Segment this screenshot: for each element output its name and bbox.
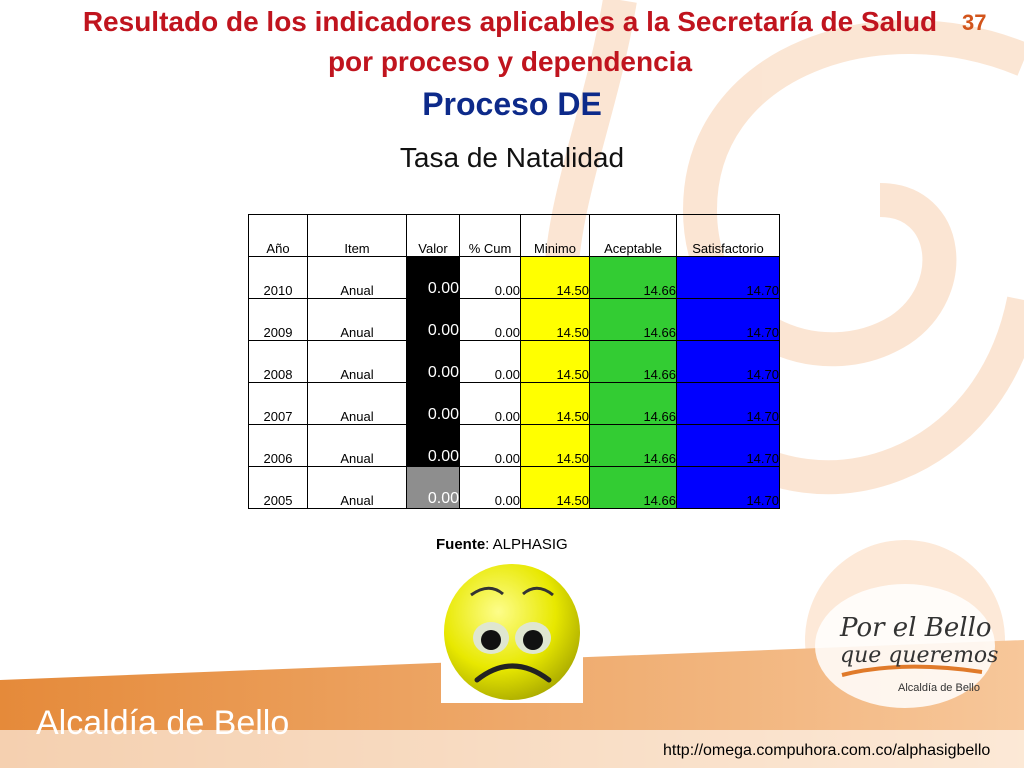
- cell-minimo: 14.50: [520, 466, 590, 509]
- indicator-title: Tasa de Natalidad: [399, 142, 625, 173]
- cell-minimo: 14.50: [520, 298, 590, 341]
- logo-line-1: Por el Bello: [840, 613, 992, 643]
- cell-cum: 0.00: [459, 298, 521, 341]
- col-header-satisfactorio: Satisfactorio: [676, 214, 780, 257]
- cell-aceptable: 14.66: [589, 466, 677, 509]
- cell-item: Anual: [307, 340, 407, 383]
- cell-satisfactorio: 14.70: [676, 256, 780, 299]
- logo-line-3: Alcaldía de Bello: [898, 682, 980, 694]
- slide-number: 37: [962, 10, 987, 35]
- cell-satisfactorio: 14.70: [676, 424, 780, 467]
- cell-aceptable: 14.66: [589, 382, 677, 425]
- source-label: Fuente: [436, 536, 486, 553]
- cell-satisfactorio: 14.70: [676, 340, 780, 383]
- sad-face-icon: [441, 560, 583, 703]
- col-header-item: Item: [307, 214, 407, 257]
- source-note: Fuente: ALPHASIG: [436, 536, 568, 553]
- cell-item: Anual: [307, 298, 407, 341]
- logo-line-2: que queremos: [840, 643, 999, 668]
- table-row: 2007 Anual 0.00 0.00 14.50 14.66 14.70: [248, 382, 780, 425]
- cell-valor: 0.00: [406, 340, 460, 383]
- cell-satisfactorio: 14.70: [676, 382, 780, 425]
- cell-valor: 0.00: [406, 256, 460, 299]
- col-header-minimo: Minimo: [520, 214, 590, 257]
- cell-item: Anual: [307, 382, 407, 425]
- cell-minimo: 14.50: [520, 382, 590, 425]
- cell-year: 2007: [248, 382, 308, 425]
- cell-year: 2010: [248, 256, 308, 299]
- col-header-cum: % Cum: [459, 214, 521, 257]
- table-row: 2005 Anual 0.00 0.00 14.50 14.66 14.70: [248, 466, 780, 509]
- cell-item: Anual: [307, 256, 407, 299]
- cell-minimo: 14.50: [520, 424, 590, 467]
- cell-satisfactorio: 14.70: [676, 298, 780, 341]
- cell-valor: 0.00: [406, 424, 460, 467]
- cell-valor: 0.00: [406, 466, 460, 509]
- cell-item: Anual: [307, 466, 407, 509]
- footer-brand: Alcaldía de Bello: [36, 704, 290, 742]
- source-value: : ALPHASIG: [485, 536, 568, 553]
- cell-year: 2008: [248, 340, 308, 383]
- cell-cum: 0.00: [459, 340, 521, 383]
- table-row: 2009 Anual 0.00 0.00 14.50 14.66 14.70: [248, 298, 780, 341]
- cell-year: 2009: [248, 298, 308, 341]
- cell-satisfactorio: 14.70: [676, 466, 780, 509]
- process-heading: Proceso DE: [422, 86, 602, 122]
- table-row: 2010 Anual 0.00 0.00 14.50 14.66 14.70: [248, 256, 780, 299]
- col-header-valor: Valor: [406, 214, 460, 257]
- cell-cum: 0.00: [459, 466, 521, 509]
- cell-item: Anual: [307, 424, 407, 467]
- cell-aceptable: 14.66: [589, 424, 677, 467]
- campaign-logo: [815, 584, 995, 708]
- cell-cum: 0.00: [459, 256, 521, 299]
- cell-year: 2006: [248, 424, 308, 467]
- cell-valor: 0.00: [406, 382, 460, 425]
- table-row: 2008 Anual 0.00 0.00 14.50 14.66 14.70: [248, 340, 780, 383]
- cell-minimo: 14.50: [520, 256, 590, 299]
- indicator-table: Año Item Valor % Cum Minimo Aceptable Sa…: [248, 214, 780, 509]
- footer-url[interactable]: http://omega.compuhora.com.co/alphasigbe…: [663, 742, 991, 759]
- table-row: 2006 Anual 0.00 0.00 14.50 14.66 14.70: [248, 424, 780, 467]
- cell-cum: 0.00: [459, 382, 521, 425]
- cell-aceptable: 14.66: [589, 298, 677, 341]
- cell-year: 2005: [248, 466, 308, 509]
- cell-minimo: 14.50: [520, 340, 590, 383]
- cell-cum: 0.00: [459, 424, 521, 467]
- col-header-year: Año: [248, 214, 308, 257]
- table-header-row: Año Item Valor % Cum Minimo Aceptable Sa…: [248, 214, 780, 257]
- slide-title: Resultado de los indicadores aplicables …: [82, 6, 938, 77]
- cell-aceptable: 14.66: [589, 256, 677, 299]
- col-header-aceptable: Aceptable: [589, 214, 677, 257]
- cell-aceptable: 14.66: [589, 340, 677, 383]
- cell-valor: 0.00: [406, 298, 460, 341]
